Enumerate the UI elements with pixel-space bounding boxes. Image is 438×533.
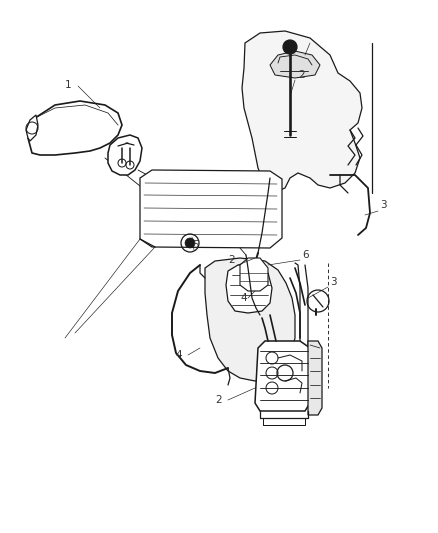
Text: 3: 3 — [380, 200, 387, 210]
Polygon shape — [140, 170, 282, 248]
Polygon shape — [226, 265, 272, 313]
Text: 2: 2 — [215, 395, 222, 405]
Polygon shape — [26, 115, 38, 141]
Text: 4: 4 — [175, 350, 182, 360]
Text: 2: 2 — [228, 255, 235, 265]
Polygon shape — [205, 258, 295, 381]
Polygon shape — [108, 135, 142, 175]
Text: 3: 3 — [330, 277, 337, 287]
Polygon shape — [242, 31, 362, 191]
Circle shape — [185, 238, 195, 248]
Text: 6: 6 — [302, 250, 309, 260]
Circle shape — [283, 40, 297, 54]
Text: 1: 1 — [65, 80, 72, 90]
Text: 5: 5 — [192, 240, 198, 250]
Polygon shape — [270, 51, 320, 78]
Polygon shape — [255, 341, 310, 411]
Polygon shape — [308, 341, 322, 415]
Polygon shape — [28, 101, 122, 155]
Text: 4: 4 — [240, 293, 247, 303]
Polygon shape — [240, 258, 268, 291]
Text: 2: 2 — [298, 70, 304, 80]
